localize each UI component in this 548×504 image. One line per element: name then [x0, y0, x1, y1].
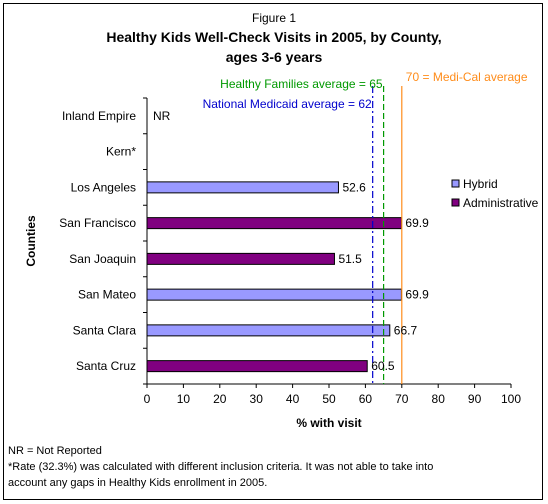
legend-label-hybrid: Hybrid — [463, 177, 498, 191]
x-tick-label: 80 — [432, 392, 446, 406]
x-tick-label: 20 — [213, 392, 227, 406]
reference-label-healthy-families: Healthy Families average = 65 — [220, 77, 383, 91]
bar-administrative — [146, 217, 402, 230]
chart-title-line2: ages 3-6 years — [225, 49, 323, 65]
category-label: San Francisco — [59, 216, 136, 230]
legend-swatch-administrative — [451, 198, 460, 207]
x-tick-label: 90 — [468, 392, 482, 406]
bar-hybrid — [146, 288, 402, 301]
x-tick-label: 0 — [144, 392, 151, 406]
bar-hybrid — [146, 181, 339, 194]
category-label: San Mateo — [78, 288, 136, 302]
x-tick-label: 50 — [322, 392, 336, 406]
data-label: 52.6 — [342, 180, 366, 194]
x-tick-label: 40 — [286, 392, 300, 406]
data-label: 60.5 — [371, 359, 395, 373]
data-label: 51.5 — [338, 252, 362, 266]
figure-label: Figure 1 — [251, 11, 297, 25]
category-label: San Joaquin — [69, 252, 136, 266]
data-label: 66.7 — [394, 323, 418, 337]
data-label: 69.9 — [405, 288, 429, 302]
bar-administrative — [146, 252, 335, 265]
category-label: Inland Empire — [62, 109, 136, 123]
footnote-rate-line2: account any gaps in Healthy Kids enrollm… — [8, 477, 268, 489]
reference-label-national-medicaid: National Medicaid average = 62 — [203, 97, 372, 111]
x-tick-label: 60 — [359, 392, 373, 406]
chart-frame — [3, 3, 543, 500]
data-label: NR — [153, 109, 171, 123]
data-label: 69.9 — [405, 216, 429, 230]
x-tick-label: 100 — [501, 392, 521, 406]
y-axis-title: Counties — [24, 215, 38, 267]
category-label: Los Angeles — [71, 180, 136, 194]
x-tick-label: 10 — [177, 392, 191, 406]
category-label: Santa Clara — [73, 323, 137, 337]
legend-swatch-hybrid — [451, 179, 460, 188]
x-tick-label: 70 — [395, 392, 409, 406]
x-tick-label: 30 — [250, 392, 264, 406]
x-axis-title: % with visit — [296, 416, 361, 430]
footnote-nr: NR = Not Reported — [8, 445, 102, 457]
bar-hybrid — [146, 324, 391, 337]
chart-title-line1: Healthy Kids Well-Check Visits in 2005, … — [106, 29, 442, 45]
reference-label-medi-cal: 70 = Medi-Cal average — [406, 70, 528, 84]
category-label: Kern* — [106, 145, 136, 159]
footnote-rate-line1: *Rate (32.3%) was calculated with differ… — [8, 461, 434, 473]
bar-administrative — [146, 360, 368, 373]
category-label: Santa Cruz — [76, 359, 136, 373]
legend-label-administrative: Administrative — [463, 196, 539, 210]
